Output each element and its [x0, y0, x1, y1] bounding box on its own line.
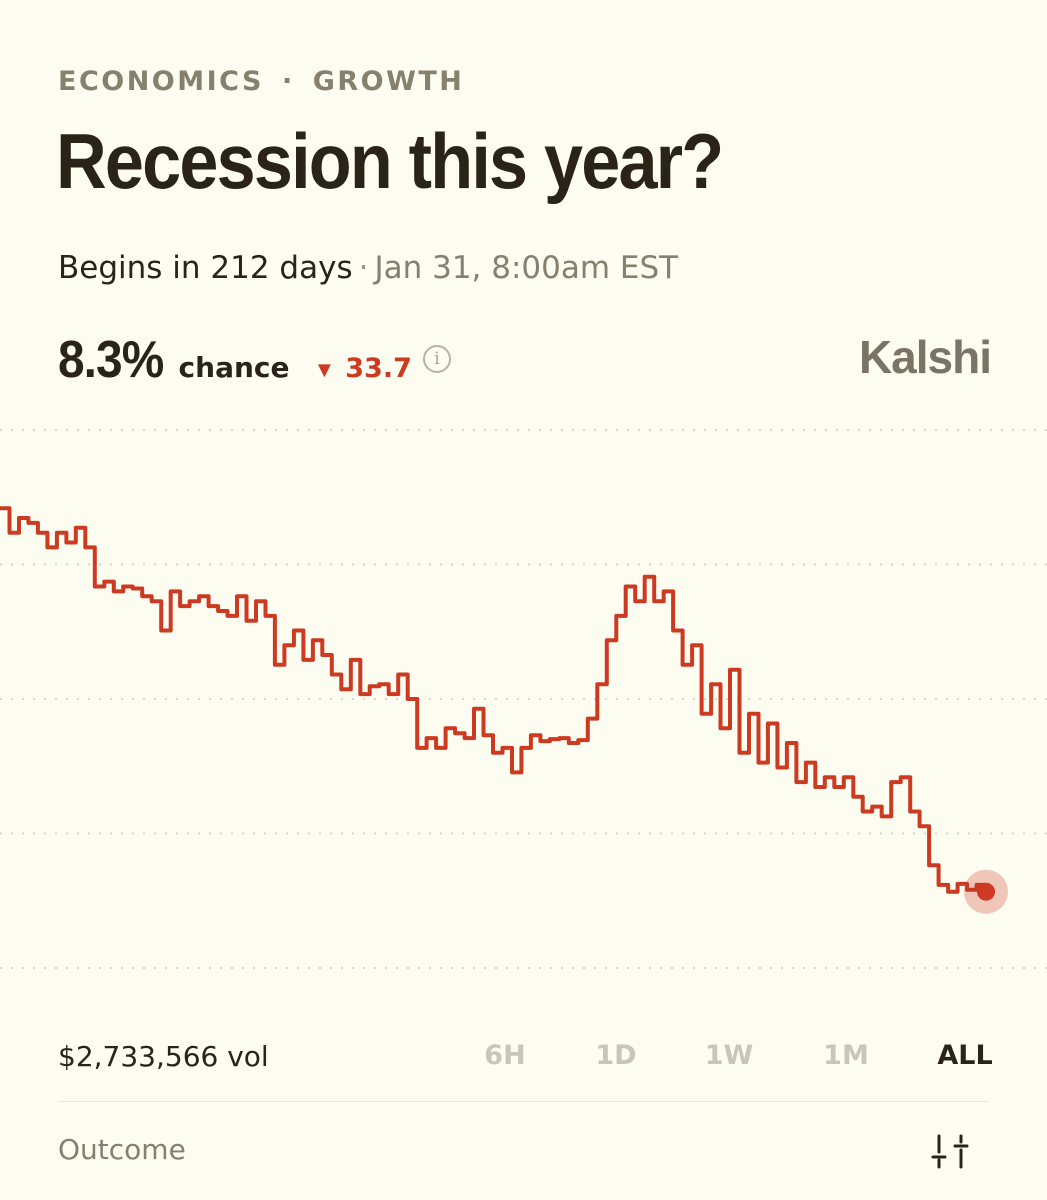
market-title: Recession this year?: [56, 117, 724, 205]
probability-summary: 8.3% chance ▼ 33.7: [58, 330, 412, 390]
breadcrumb-separator: ·: [281, 66, 295, 97]
probability-value: 8.3%: [58, 331, 164, 389]
market-schedule: Begins in 212 days · Jan 31, 8:00am EST: [58, 250, 678, 286]
time-range-6h[interactable]: 6H: [484, 1040, 526, 1071]
divider: [58, 1101, 989, 1102]
time-range-1w[interactable]: 1W: [704, 1040, 754, 1071]
probability-chart: [0, 429, 1047, 969]
time-range-1m[interactable]: 1M: [823, 1040, 869, 1071]
kalshi-logo[interactable]: Kalshi: [858, 331, 992, 383]
breadcrumb-category[interactable]: ECONOMICS: [58, 66, 264, 97]
down-triangle-icon: ▼: [313, 357, 336, 382]
breadcrumb-subcategory[interactable]: GROWTH: [312, 66, 465, 97]
info-icon[interactable]: i: [423, 345, 451, 373]
schedule-separator: ·: [358, 250, 369, 286]
outcome-label: Outcome: [58, 1133, 186, 1166]
filter-icon[interactable]: [930, 1132, 970, 1170]
time-range-all[interactable]: ALL: [937, 1040, 993, 1071]
breadcrumb: ECONOMICS · GROWTH: [58, 66, 464, 97]
volume-label: $2,733,566 vol: [58, 1040, 269, 1073]
probability-label: chance: [178, 351, 290, 384]
series-line: [0, 506, 988, 894]
time-range-1d[interactable]: 1D: [595, 1040, 637, 1071]
probability-change: 33.7: [345, 353, 412, 384]
schedule-countdown: Begins in 212 days: [58, 250, 353, 286]
schedule-datetime: Jan 31, 8:00am EST: [374, 250, 679, 286]
current-point[interactable]: [977, 882, 995, 901]
time-range-selector: 6H 1D 1W 1M ALL: [0, 1040, 1047, 1080]
